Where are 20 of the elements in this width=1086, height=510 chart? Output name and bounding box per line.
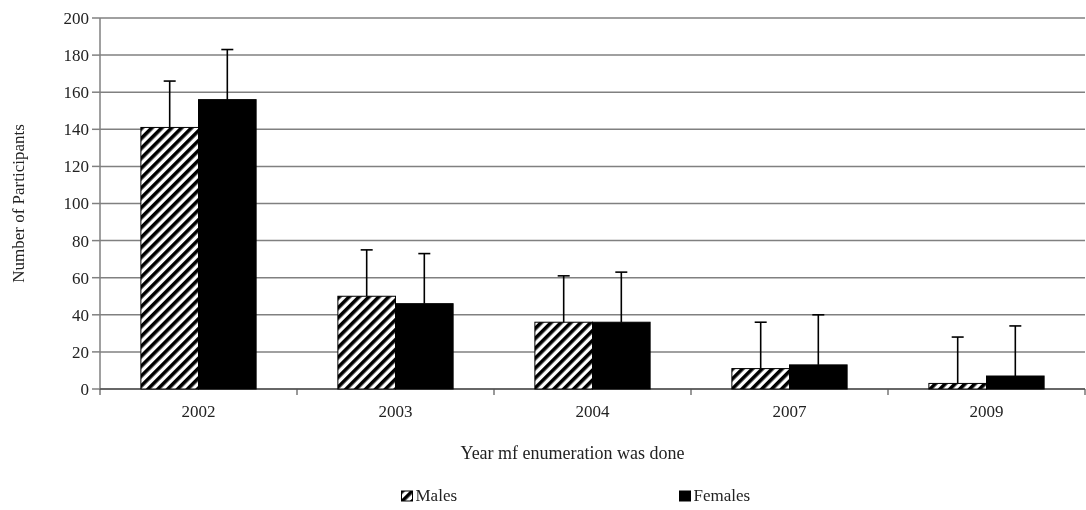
x-tick-label: 2009 <box>969 402 1004 421</box>
x-tick-label: 2002 <box>181 402 216 421</box>
x-tick-label: 2004 <box>575 402 610 421</box>
y-tick-label: 200 <box>63 8 89 28</box>
y-tick-label: 0 <box>80 379 89 399</box>
y-tick-label: 40 <box>72 305 89 325</box>
y-axis-title: Number of Participants <box>9 124 28 283</box>
legend-label: Females <box>693 486 751 505</box>
y-tick-label: 120 <box>63 157 89 177</box>
y-tick-label: 180 <box>63 46 89 66</box>
y-tick-label: 20 <box>72 342 89 362</box>
y-tick-label: 140 <box>63 120 89 140</box>
x-tick-label: 2007 <box>772 402 807 421</box>
x-tick-label: 2003 <box>378 402 413 421</box>
y-tick-label: 80 <box>72 231 89 251</box>
y-tick-label: 60 <box>72 268 89 288</box>
legend-label: Males <box>415 486 458 505</box>
y-tick-label: 100 <box>63 194 89 214</box>
x-axis-title: Year mf enumeration was done <box>460 443 685 463</box>
y-tick-label: 160 <box>63 83 89 103</box>
